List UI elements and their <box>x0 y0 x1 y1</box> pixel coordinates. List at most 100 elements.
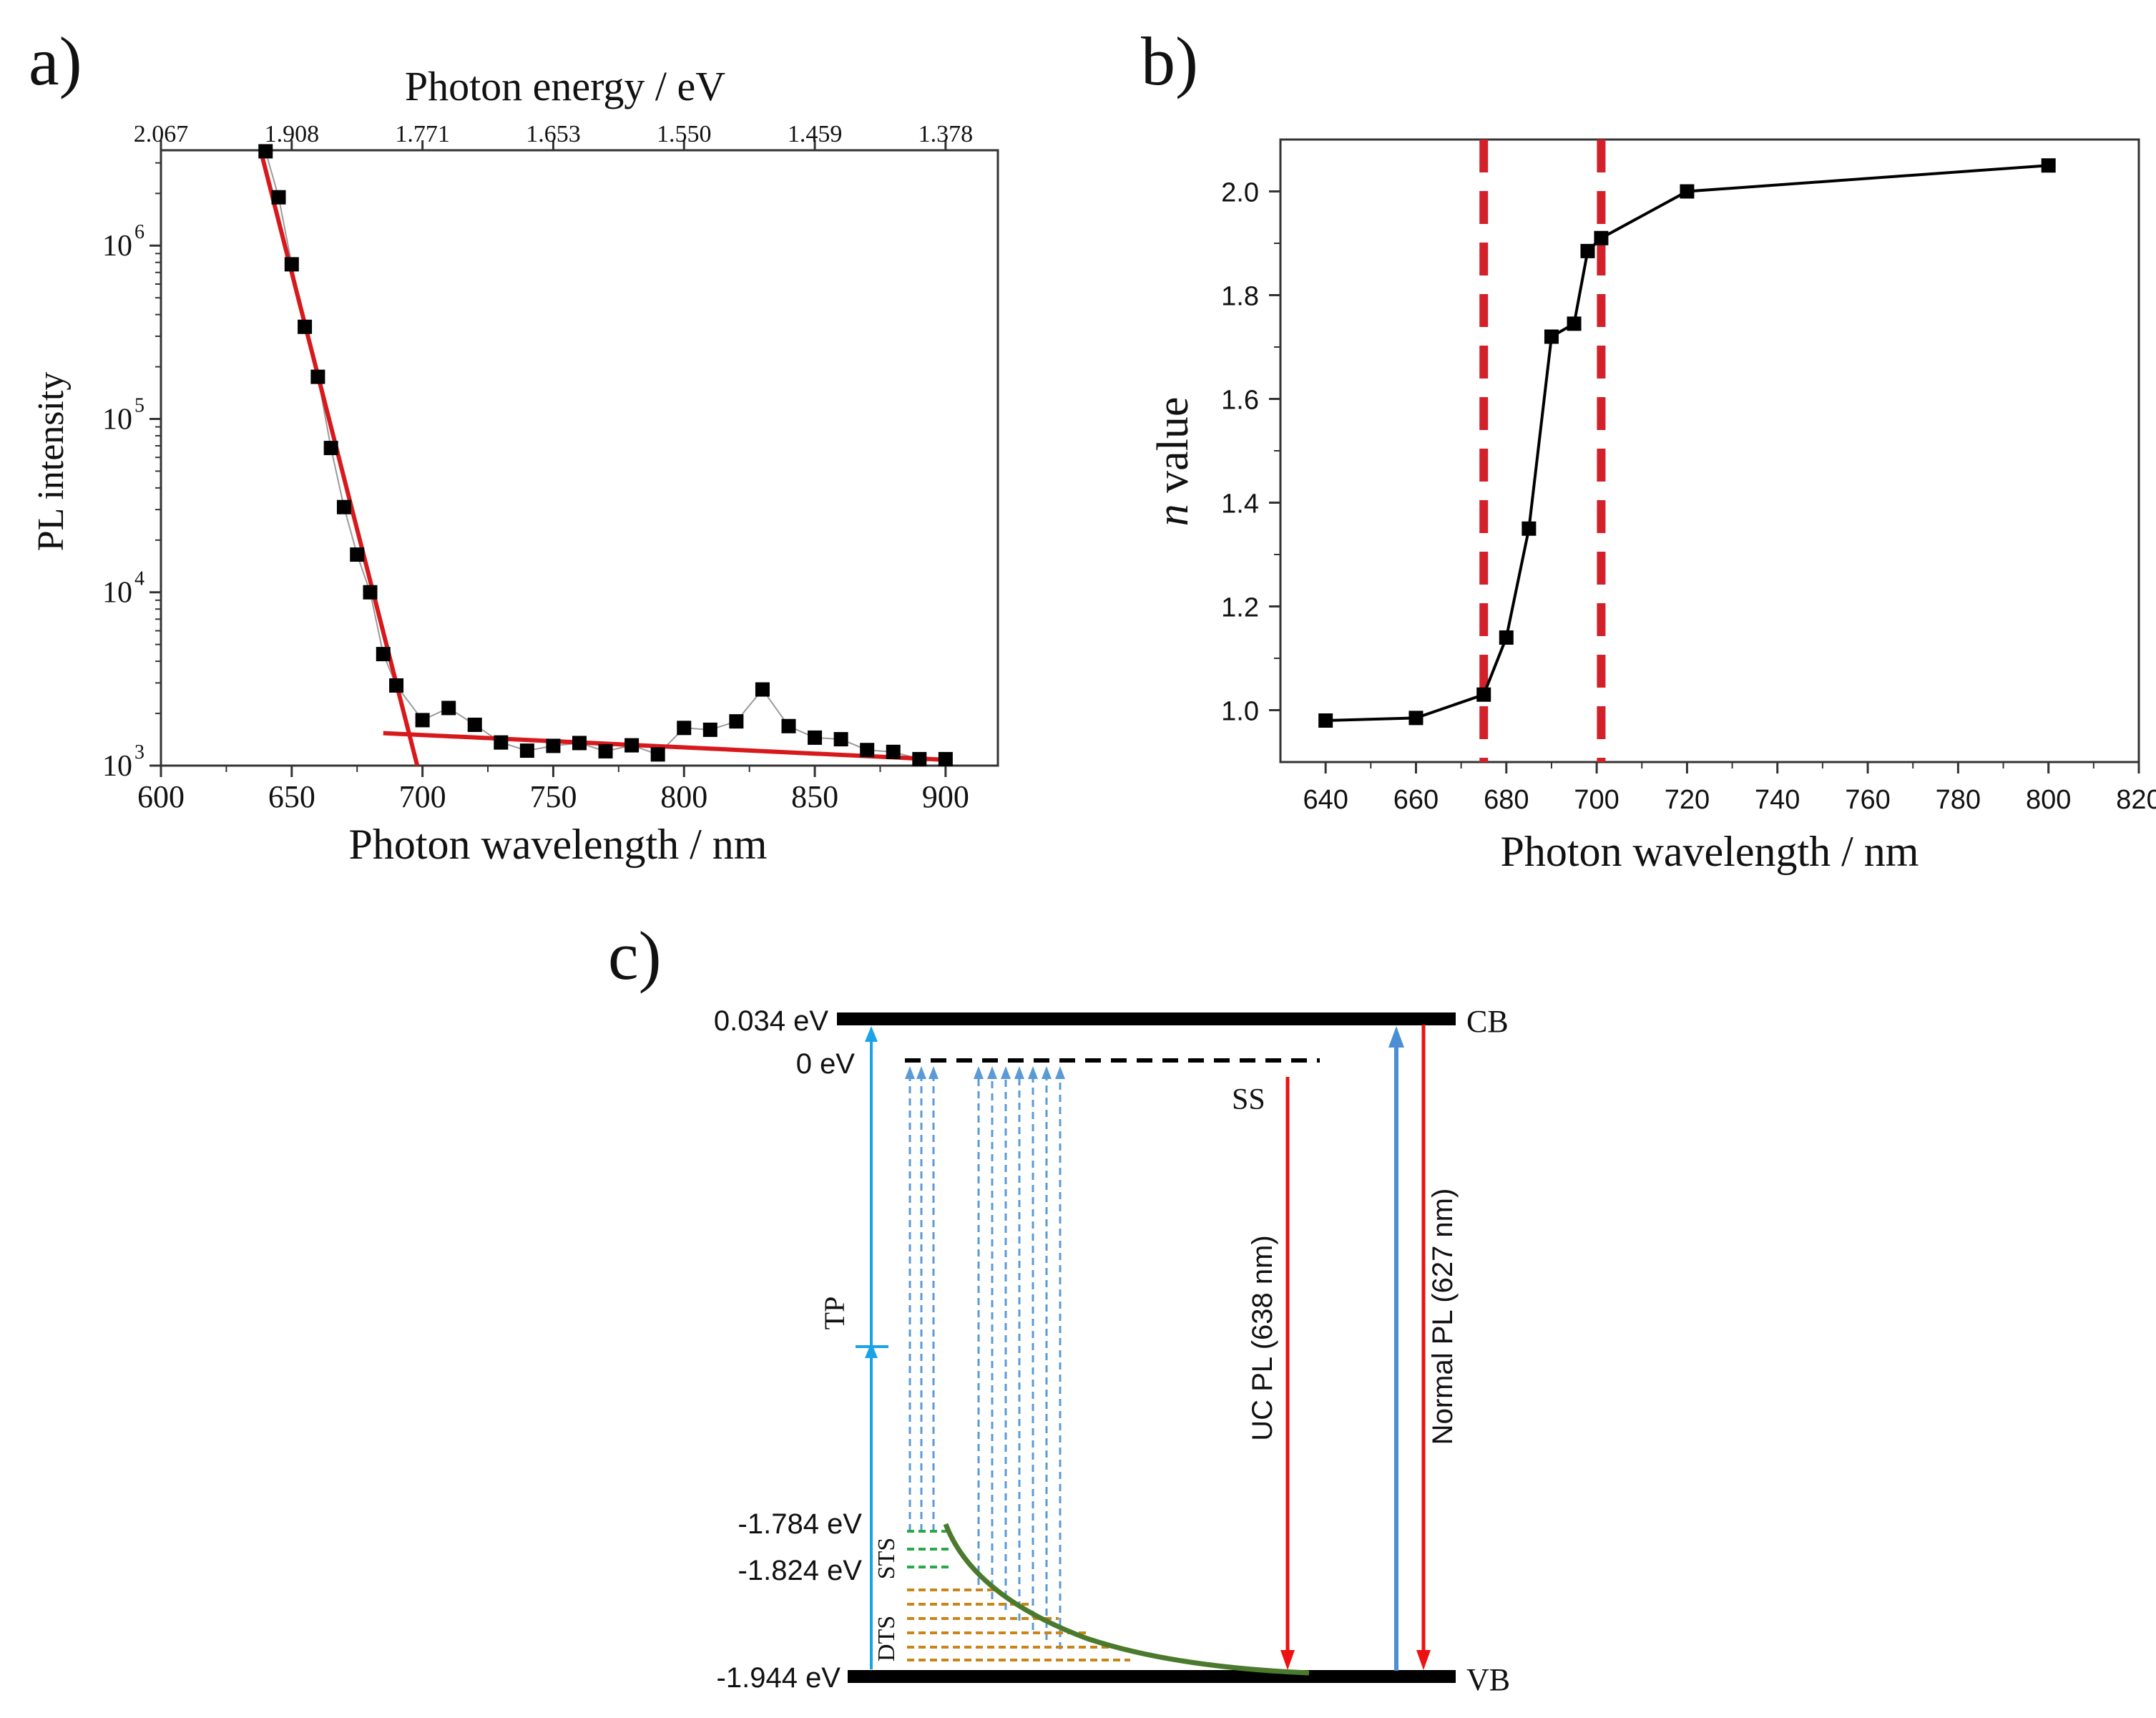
panel-a-data-point <box>808 730 823 745</box>
panel-a-x-tick-label: 650 <box>268 779 315 814</box>
panel-a-fit-line <box>383 731 946 762</box>
panel-a-data-point <box>546 738 561 753</box>
panel-a-data-point <box>729 714 744 729</box>
panel-a-data-point <box>258 144 273 159</box>
panel-a-data-point <box>415 713 430 728</box>
panel-a-x-axis-title: Photon wavelength / nm <box>349 821 768 868</box>
panel-a-data-point <box>363 585 378 600</box>
panel-b-y-tick-label: 1.6 <box>1221 386 1259 416</box>
panel-b-x-tick-label: 660 <box>1393 785 1439 815</box>
panel-b-x-tick-label: 760 <box>1845 785 1890 815</box>
trap-density-curve <box>943 1523 1310 1676</box>
panel-a-data-point <box>833 732 848 747</box>
panel-b-x-tick-label: 680 <box>1484 785 1529 815</box>
panel-b-data-point <box>1522 521 1537 536</box>
trap-to-ss-arrow-head <box>1014 1066 1024 1079</box>
panel-a-x-tick-label: 700 <box>399 779 446 814</box>
panel-b-x-axis-title: Photon wavelength / nm <box>1501 828 1919 875</box>
panel-a-top-tick-label: 1.771 <box>395 121 450 147</box>
panel-b-y-tick-label: 1.2 <box>1221 593 1259 623</box>
panel-a-data-point <box>886 744 901 759</box>
panel-a-data <box>258 144 953 766</box>
trap-to-ss-arrow-head <box>974 1066 984 1079</box>
panel-b-y-tick-label: 1.4 <box>1221 489 1259 519</box>
trap-to-ss-arrow-head <box>916 1066 926 1079</box>
panel-a-x-tick-label: 800 <box>660 779 707 814</box>
vb-label: VB <box>1466 1662 1510 1697</box>
uc-pl-label: UC PL (638 nm) <box>1247 1235 1278 1441</box>
panel-b-data <box>1318 140 2056 762</box>
panel-c: c) 0.034 eV 0 eV -1.784 eV -1.824 eV -1.… <box>608 917 1510 1697</box>
normal-pl-arrow-head <box>1416 1650 1431 1670</box>
panel-a-label: a) <box>29 23 82 99</box>
dts-label: DTS <box>873 1616 900 1661</box>
panel-a-data-point <box>298 319 313 334</box>
panel-a-plot-frame <box>160 149 999 767</box>
panel-b-y-tick-label: 1.8 <box>1221 282 1259 312</box>
panel-a-data-point <box>323 441 338 456</box>
panel-a-y-tick-exponent: 6 <box>134 221 144 243</box>
panel-a-data-point <box>519 743 534 758</box>
tp-arrow-upper-head <box>865 1026 878 1042</box>
trap-to-ss-arrow-head <box>1055 1066 1065 1079</box>
sts-top-energy-label: -1.784 eV <box>738 1508 863 1540</box>
panel-a-x-tick-label: 850 <box>791 779 838 814</box>
panel-a-data-point <box>336 499 351 514</box>
panel-a-data-line <box>265 151 946 760</box>
panel-b-y-tick-label: 1.0 <box>1221 697 1259 727</box>
panel-a-data-point <box>310 369 325 384</box>
panel-b-series-line <box>1326 164 2049 722</box>
panel-b-data-point <box>1476 687 1491 702</box>
normal-pl-label: Normal PL (627 nm) <box>1427 1189 1459 1445</box>
panel-a-top-tick-label: 2.067 <box>134 121 189 147</box>
trap-to-ss-arrow-head <box>905 1066 915 1079</box>
panel-a-data-point <box>284 257 299 272</box>
panel-b-x-tick-label: 720 <box>1665 785 1710 815</box>
panel-a-data-point <box>677 721 692 736</box>
panel-a-data-point <box>624 738 640 753</box>
panel-a-top-tick-label: 1.459 <box>788 121 843 147</box>
ss-label: SS <box>1232 1083 1265 1116</box>
panel-a-top-tick-label: 1.908 <box>265 121 320 147</box>
trap-to-ss-arrow-head <box>1028 1066 1038 1079</box>
panel-b-x-ticks: 640 660 680 700 720 740 760 780 800 820 <box>1303 762 2156 815</box>
tp-label: TP <box>818 1297 851 1330</box>
panel-a-x-tick-label: 900 <box>922 779 969 814</box>
panel-b-plot-frame <box>1279 138 2140 763</box>
panel-a-top-tick-label: 1.550 <box>657 121 712 147</box>
panel-b-x-tick-label: 800 <box>2026 785 2071 815</box>
tp-arrow-lower-head <box>865 1342 878 1358</box>
panel-a-y-axis-title: PL intensity <box>31 372 72 552</box>
panel-a-fit-line <box>258 148 420 766</box>
trap-to-ss-arrow-head <box>1001 1066 1011 1079</box>
panel-a-data-point <box>912 751 927 766</box>
panel-a-y-tick-exponent: 5 <box>134 394 144 416</box>
trap-to-ss-arrows <box>905 1066 1065 1649</box>
panel-a-data-point <box>702 722 717 737</box>
trap-to-ss-arrow-head <box>928 1066 939 1079</box>
trap-state-dashes <box>907 1530 1130 1661</box>
panel-a-data-point <box>860 743 875 758</box>
panel-b-x-tick-label: 700 <box>1574 785 1619 815</box>
panel-b-data-point <box>1680 184 1695 199</box>
panel-c-label: c) <box>608 917 662 994</box>
panel-b: b) 640 660 680 700 720 740 760 780 800 820 1.0 1.2… <box>1141 23 2156 875</box>
panel-a-data-point <box>271 190 286 205</box>
vb-energy-label: -1.944 eV <box>717 1662 841 1694</box>
panel-a-y-tick-label: 10 <box>102 750 132 783</box>
panel-b-y-ticks: 1.0 1.2 1.4 1.6 1.8 2.0 <box>1221 178 1280 727</box>
panel-b-y-axis-title-italic: n <box>1149 504 1197 526</box>
panel-a-data-point <box>389 678 404 693</box>
panel-a-x-ticks: 600 650 700 750 800 850 900 <box>137 766 969 814</box>
panel-a-top-ticks: 2.067 1.908 1.771 1.653 1.550 1.459 1.378 <box>134 121 973 150</box>
panel-a-data-point <box>441 701 456 716</box>
panel-a-data-point <box>467 717 482 732</box>
panel-a-top-tick-label: 1.378 <box>918 121 974 147</box>
panel-a: a) Photon energy / eV 2.067 1.908 1.771 1.6… <box>29 23 999 868</box>
panel-b-x-tick-label: 820 <box>2116 785 2156 815</box>
uc-pl-arrow-head <box>1280 1650 1295 1670</box>
panel-a-y-tick-label: 10 <box>102 577 132 610</box>
panel-a-data-point <box>376 647 391 662</box>
